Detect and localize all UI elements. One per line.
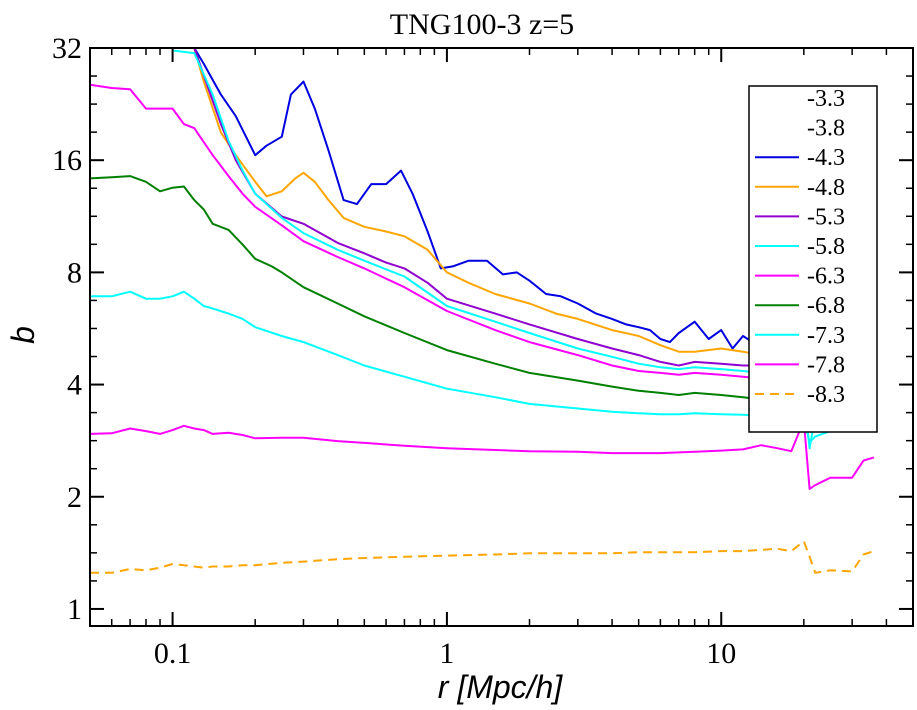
legend-label: -4.8 [807, 175, 845, 201]
legend-label: -3.8 [807, 116, 845, 142]
legend: -3.3 -3.8 -4.3 -4.8 -5.3 -5.8 -6.3 -6.8 -7.3 -7.8… [748, 85, 878, 433]
legend-label: -4.3 [807, 145, 845, 171]
x-tick-label: 10 [706, 637, 736, 670]
chart-title: TNG100-3 z=5 [390, 8, 574, 41]
series-line--8.3 [90, 540, 875, 574]
y-tick-label: 4 [67, 369, 82, 402]
y-axis-label: b [5, 326, 41, 344]
legend-label: -7.3 [807, 323, 845, 349]
axis-layer: 0.1 1 10 1 2 4 8 16 32 [52, 32, 913, 670]
legend-label: -8.3 [807, 382, 845, 408]
legend-label: -6.8 [807, 293, 845, 319]
y-tick-label: 32 [52, 32, 82, 65]
y-tick-label: 1 [67, 593, 82, 626]
x-axis-label: r [Mpc/h] [438, 669, 564, 705]
legend-label: -6.3 [807, 264, 845, 290]
legend-label: -3.3 [807, 86, 845, 112]
x-tick-label: 1 [439, 637, 454, 670]
y-tick-label: 2 [67, 481, 82, 514]
y-tick-label: 8 [67, 256, 82, 289]
x-tick-label: 0.1 [154, 637, 192, 670]
legend-label: -5.8 [807, 234, 845, 260]
legend-label: -5.3 [807, 204, 845, 230]
y-tick-label: 16 [52, 144, 82, 177]
legend-box [748, 85, 878, 433]
plot-frame [89, 47, 914, 627]
legend-label: -7.8 [807, 352, 845, 378]
